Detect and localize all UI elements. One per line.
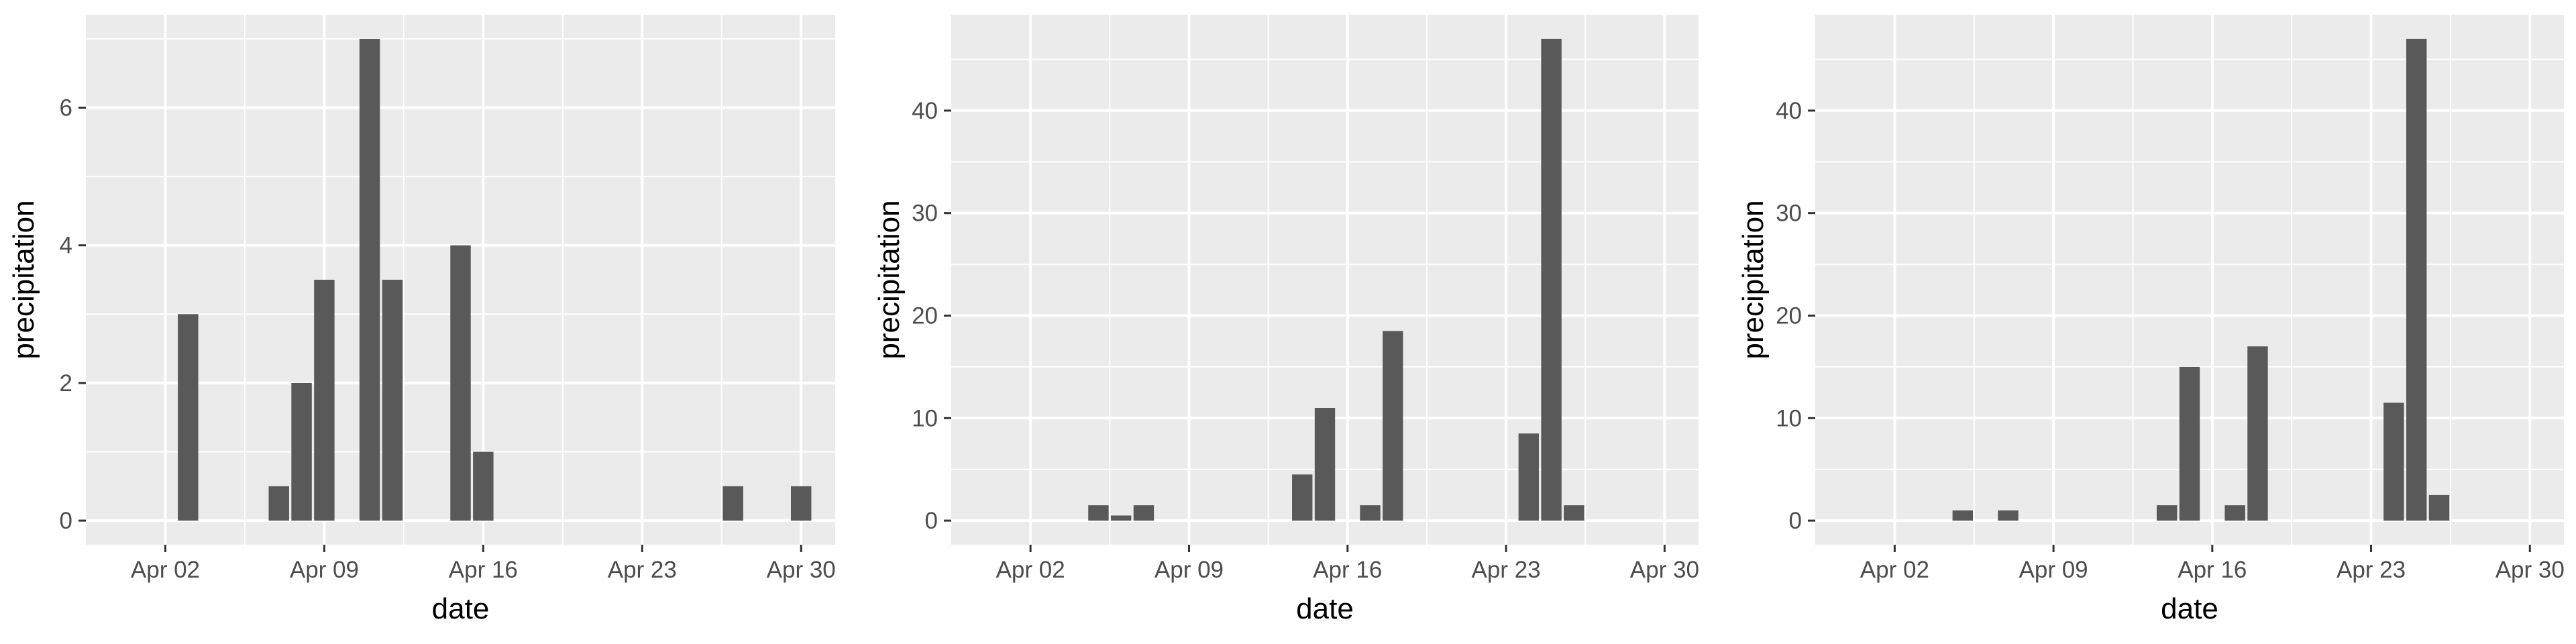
y-tick-label: 10 <box>1776 405 1802 431</box>
y-tick-label: 0 <box>925 508 938 534</box>
x-tick-label: Apr 09 <box>1155 557 1224 583</box>
x-tick-label: Apr 09 <box>2019 557 2088 583</box>
y-axis-title: precipitation <box>7 200 40 359</box>
y-tick-label: 0 <box>1789 508 1802 534</box>
y-tick-label: 20 <box>1776 303 1802 329</box>
bar <box>382 280 403 521</box>
chart-panel-1: Apr 02 Apr 09 Apr 16 Apr 23 Apr 30 0 2 4 6 date pr… <box>7 15 836 625</box>
y-tick-label: 40 <box>912 98 938 124</box>
bar <box>1564 505 1585 521</box>
bar <box>790 486 812 521</box>
bar <box>1292 474 1313 521</box>
bar <box>2156 505 2178 521</box>
bar <box>2247 346 2268 521</box>
bar <box>1133 505 1155 521</box>
bar <box>1110 515 1132 521</box>
x-tick-label: Apr 23 <box>2337 557 2406 583</box>
chart-panel-3: Apr 02 Apr 09 Apr 16 Apr 23 Apr 30 0 10 20 30 40 d… <box>1737 15 2565 625</box>
bar <box>1360 505 1381 521</box>
bar <box>1518 433 1540 521</box>
bar <box>2428 494 2450 521</box>
x-tick-label: Apr 16 <box>1313 557 1382 583</box>
y-tick-label: 6 <box>60 95 72 121</box>
bar <box>2224 505 2245 521</box>
bar <box>359 38 380 521</box>
y-tick-label: 10 <box>912 405 938 431</box>
x-tick-label: Apr 16 <box>449 557 518 583</box>
bar <box>314 280 335 521</box>
bar <box>1088 505 1109 521</box>
y-tick-label: 2 <box>60 370 72 396</box>
x-axis-title: date <box>432 592 490 625</box>
bar <box>722 486 743 521</box>
bar <box>2383 402 2404 521</box>
x-tick-label: Apr 30 <box>767 557 836 583</box>
bar <box>268 486 289 521</box>
x-tick-label: Apr 23 <box>1471 557 1540 583</box>
bar <box>1952 510 1974 521</box>
y-tick-label: 30 <box>1776 201 1802 227</box>
bar <box>450 245 471 521</box>
y-tick-label: 20 <box>912 303 938 329</box>
x-tick-label: Apr 23 <box>608 557 677 583</box>
x-axis-title: date <box>1296 592 1354 625</box>
x-tick-label: Apr 02 <box>1860 557 1929 583</box>
y-axis-title: precipitation <box>873 200 906 359</box>
y-tick-label: 30 <box>912 201 938 227</box>
bar <box>1314 408 1336 521</box>
x-tick-label: Apr 30 <box>2496 557 2565 583</box>
x-tick-label: Apr 02 <box>131 557 200 583</box>
bar <box>2406 38 2427 521</box>
chart-panel-2: Apr 02 Apr 09 Apr 16 Apr 23 Apr 30 0 10 20 30 40 d… <box>873 15 1699 625</box>
x-tick-label: Apr 09 <box>290 557 359 583</box>
y-tick-label: 0 <box>60 508 72 534</box>
bar <box>178 314 199 521</box>
x-axis-title: date <box>2161 592 2218 625</box>
x-tick-label: Apr 02 <box>996 557 1065 583</box>
bar <box>1998 510 2019 521</box>
x-tick-label: Apr 16 <box>2178 557 2247 583</box>
bar <box>473 451 494 521</box>
y-tick-label: 4 <box>60 233 72 259</box>
bar <box>2179 366 2200 521</box>
y-axis-title: precipitation <box>1737 200 1770 359</box>
y-tick-label: 40 <box>1776 98 1802 124</box>
bar <box>1383 331 1403 521</box>
x-tick-label: Apr 30 <box>1630 557 1699 583</box>
bar <box>291 382 312 521</box>
bar <box>1541 38 1562 521</box>
